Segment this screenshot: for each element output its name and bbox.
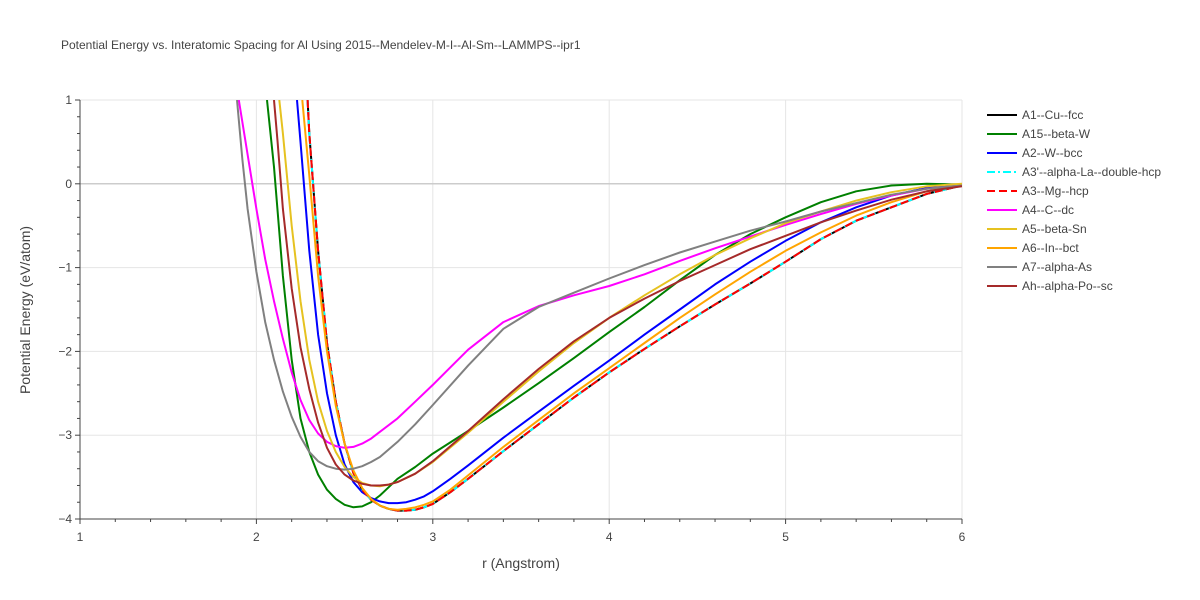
series-line <box>306 100 962 512</box>
axes <box>75 99 963 524</box>
series-line <box>296 100 962 505</box>
y-tick-label: −3 <box>58 428 72 442</box>
legend-label: A15--beta-W <box>1022 127 1091 141</box>
y-tick-label: 0 <box>65 177 72 191</box>
y-tick-label: −2 <box>58 344 72 358</box>
legend-label: A4--C--dc <box>1022 203 1074 217</box>
legend-label: A5--beta-Sn <box>1022 222 1087 236</box>
series-line <box>237 100 962 449</box>
series-line <box>236 100 962 471</box>
x-tick-label: 5 <box>782 530 789 544</box>
series-line <box>301 100 962 511</box>
series-line <box>306 100 962 512</box>
chart-title: Potential Energy vs. Interatomic Spacing… <box>61 38 581 52</box>
series-line <box>306 100 962 512</box>
x-tick-label: 3 <box>429 530 436 544</box>
series-line <box>278 100 962 488</box>
grid-lines <box>80 99 963 519</box>
series-line <box>266 100 962 509</box>
legend-label: A3--Mg--hcp <box>1022 184 1089 198</box>
series-line <box>273 100 962 487</box>
legend-label: Ah--alpha-Po--sc <box>1022 279 1113 293</box>
legend-label: A6--In--bct <box>1022 241 1079 255</box>
y-tick-label: −4 <box>58 512 72 526</box>
series-lines <box>236 100 962 512</box>
legend-label: A2--W--bcc <box>1022 146 1082 160</box>
x-tick-label: 1 <box>77 530 84 544</box>
x-tick-label: 2 <box>253 530 260 544</box>
legend-label: A1--Cu--fcc <box>1022 108 1083 122</box>
x-tick-labels: 1 2 3 4 5 6 <box>77 530 966 544</box>
y-tick-label: −1 <box>58 261 72 275</box>
legend: A1--Cu--fcc A15--beta-W A2--W--bcc A3'--alp… <box>987 108 1161 293</box>
y-axis-title: Potential Energy (eV/atom) <box>17 226 33 394</box>
x-tick-label: 6 <box>959 530 966 544</box>
y-tick-labels: 1 0 −1 −2 −3 −4 <box>58 93 72 526</box>
legend-label: A3'--alpha-La--double-hcp <box>1022 165 1161 179</box>
y-tick-label: 1 <box>65 93 72 107</box>
x-axis-title: r (Angstrom) <box>482 555 560 571</box>
x-tick-label: 4 <box>606 530 613 544</box>
legend-label: A7--alpha-As <box>1022 260 1092 274</box>
